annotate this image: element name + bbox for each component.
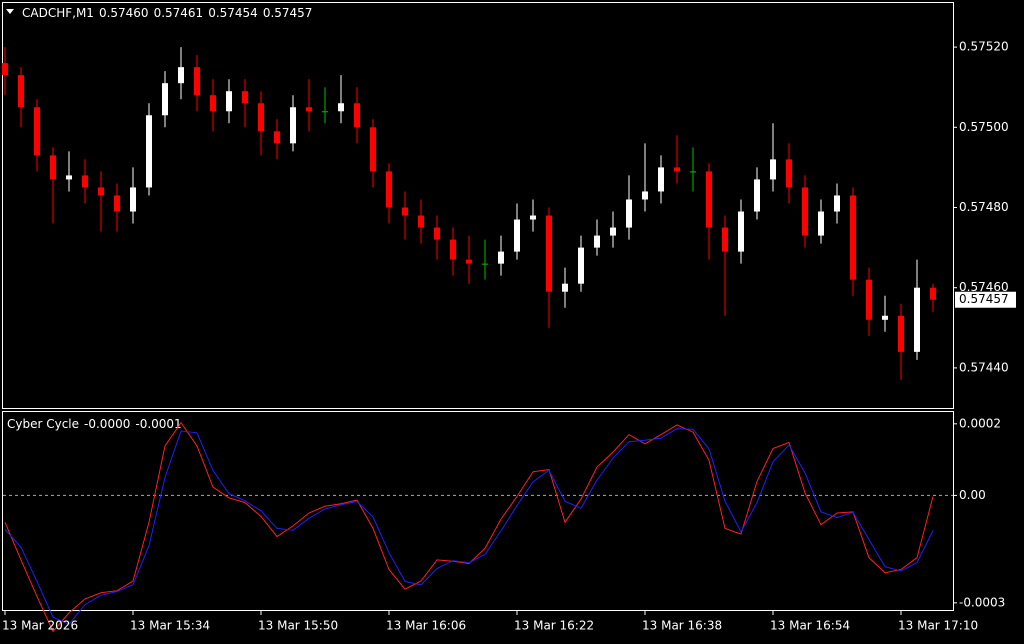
candle-body: [306, 107, 312, 112]
candle-body: [546, 215, 552, 292]
candle-body: [722, 227, 728, 252]
candle-body: [114, 195, 120, 212]
candle-body: [802, 187, 808, 236]
header-value: 0.57457: [263, 6, 313, 20]
x-tick-label: 13 Mar 16:38: [642, 619, 722, 633]
current-price-label: 0.57457: [959, 292, 1009, 306]
candle-body: [866, 279, 872, 320]
symbol-header: CADCHF,M1 0.57460 0.57461 0.57454 0.57457: [22, 6, 312, 20]
candle-body: [258, 103, 264, 132]
candle-body: [530, 215, 536, 220]
header-title: Cyber Cycle: [7, 417, 79, 431]
candle-body: [386, 171, 392, 208]
header-value: 0.57461: [154, 6, 204, 20]
y-tick-label: 0.57520: [959, 40, 1009, 54]
price-panel: [2, 2, 954, 409]
current-price-box: [955, 291, 1016, 308]
candle-body: [370, 127, 376, 172]
candle-body: [466, 259, 472, 264]
candle-body: [770, 159, 776, 180]
candle-body: [130, 187, 136, 212]
candle-body: [290, 107, 296, 144]
candle-body: [402, 207, 408, 216]
header-value: 0.57454: [208, 6, 258, 20]
x-tick-label: 13 Mar 17:10: [898, 619, 978, 633]
candle-body: [930, 287, 936, 300]
candle-body: [850, 195, 856, 280]
candle-body: [82, 175, 88, 188]
candle-body: [194, 67, 200, 96]
candle-body: [274, 131, 280, 144]
candle-body: [690, 171, 696, 173]
candle-body: [50, 155, 56, 180]
candle-body: [562, 283, 568, 292]
header-title: CADCHF,M1: [22, 6, 94, 20]
candle-body: [210, 95, 216, 112]
menu-triangle[interactable]: [6, 9, 14, 14]
candle-body: [226, 91, 232, 112]
y-tick-label: 0.57460: [959, 280, 1009, 294]
candle-body: [818, 211, 824, 236]
x-tick-label: 13 Mar 15:34: [130, 619, 210, 633]
candle-body: [514, 219, 520, 252]
candle-body: [786, 159, 792, 188]
candle-body: [914, 287, 920, 352]
candle-body: [674, 167, 680, 172]
candle-body: [178, 67, 184, 84]
candle-body: [354, 103, 360, 128]
candle-body: [18, 75, 24, 108]
y-tick-label: 0.57500: [959, 120, 1009, 134]
candle-body: [338, 103, 344, 112]
x-tick-label: 13 Mar 16:22: [514, 619, 594, 633]
candle-body: [2, 63, 8, 76]
candle-body: [626, 199, 632, 228]
candle-body: [754, 179, 760, 212]
candle-body: [658, 167, 664, 192]
candle-body: [498, 251, 504, 264]
candle-body: [66, 175, 72, 180]
y-tick-label: 0.00: [959, 488, 986, 502]
candle-body: [610, 227, 616, 236]
candle-body: [322, 111, 328, 113]
candle-body: [482, 263, 488, 265]
candle-body: [594, 235, 600, 248]
candle-body: [738, 211, 744, 252]
candle-body: [834, 195, 840, 212]
y-tick-label: 0.57440: [959, 360, 1009, 374]
y-tick-label: 0.57480: [959, 200, 1009, 214]
candle-body: [578, 247, 584, 284]
indicator-panel: [2, 411, 954, 611]
y-tick-label: -0.0003: [959, 595, 1005, 609]
y-tick-label: 0.0002: [959, 416, 1001, 430]
indicator-line: [4, 421, 934, 633]
header-value: 0.57460: [99, 6, 149, 20]
x-tick-label: 13 Mar 2026: [2, 619, 78, 633]
candle-body: [434, 227, 440, 240]
candle-body: [146, 115, 152, 188]
candle-body: [882, 315, 888, 320]
candle-body: [898, 315, 904, 352]
x-tick-label: 13 Mar 15:50: [258, 619, 338, 633]
candle-body: [642, 191, 648, 200]
x-tick-label: 13 Mar 16:06: [386, 619, 466, 633]
header-value: -0.0001: [135, 417, 181, 431]
candle-body: [162, 83, 168, 116]
candle-body: [98, 187, 104, 196]
header-value: -0.0000: [84, 417, 130, 431]
candle-body: [706, 171, 712, 228]
candle-body: [418, 215, 424, 228]
indicator-header: Cyber Cycle -0.0000 -0.0001: [7, 417, 182, 431]
x-tick-label: 13 Mar 16:54: [770, 619, 850, 633]
indicator-line: [4, 428, 934, 625]
candle-body: [450, 239, 456, 260]
candle-body: [34, 107, 40, 156]
candle-body: [242, 91, 248, 104]
